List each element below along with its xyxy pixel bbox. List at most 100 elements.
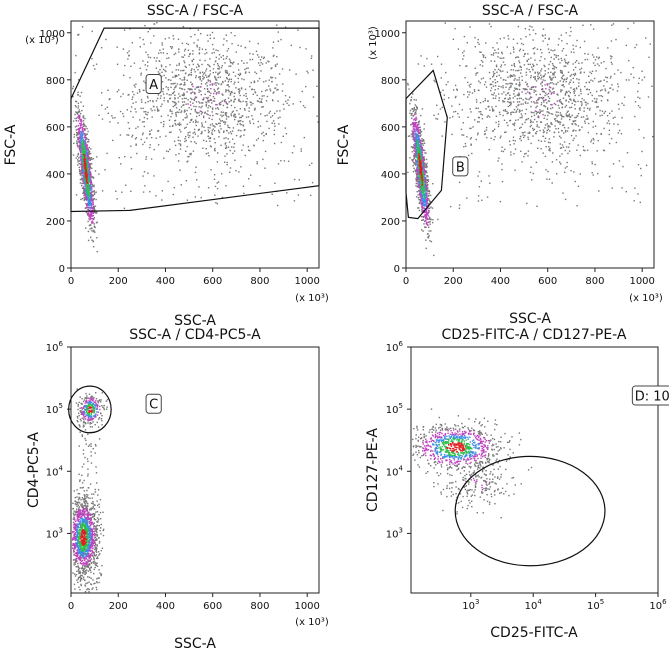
event-dot: [181, 79, 183, 81]
event-dot: [243, 62, 245, 64]
gate-outline[interactable]: [70, 27, 320, 213]
event-dot: [271, 67, 273, 69]
event-dot: [612, 117, 614, 119]
event-dot: [190, 36, 192, 38]
event-dot: [416, 140, 418, 142]
event-dot: [195, 96, 198, 99]
event-dot: [228, 127, 231, 129]
event-dot: [77, 93, 79, 96]
event-dot: [150, 42, 152, 44]
event-dot: [422, 178, 424, 180]
event-dot: [225, 185, 227, 187]
event-dot: [253, 144, 255, 146]
event-dot: [94, 170, 97, 172]
event-dot: [412, 115, 414, 117]
event-dot: [231, 130, 234, 132]
event-dot: [421, 138, 423, 140]
event-dot: [173, 101, 175, 104]
event-dot: [518, 79, 520, 81]
event-dot: [428, 194, 430, 197]
event-dot: [229, 149, 231, 152]
event-dot: [542, 79, 544, 81]
event-dot: [420, 197, 422, 200]
event-dot: [413, 150, 415, 152]
event-dot: [587, 102, 589, 105]
event-dot: [495, 64, 498, 66]
event-dot: [171, 110, 173, 113]
event-dot: [601, 114, 603, 116]
event-dot: [593, 139, 595, 141]
event-dot: [86, 189, 88, 191]
event-dot: [604, 110, 606, 113]
event-dot: [83, 178, 85, 180]
event-dot: [423, 161, 425, 164]
event-dot: [162, 93, 165, 95]
event-dot: [520, 42, 523, 45]
event-dot: [302, 105, 305, 107]
event-dot: [261, 98, 263, 100]
event-dot: [527, 132, 529, 134]
event-dot: [94, 212, 97, 214]
gate-a[interactable]: A: [70, 27, 320, 213]
event-dot: [145, 51, 147, 53]
event-dot: [592, 120, 594, 123]
event-dot: [81, 178, 83, 180]
event-dot: [573, 88, 576, 90]
event-dot: [425, 215, 427, 217]
event-dot: [187, 49, 190, 51]
event-dot: [422, 207, 424, 209]
event-dot: [413, 114, 416, 116]
event-dot: [183, 109, 186, 111]
event-dot: [234, 98, 237, 100]
event-dot: [312, 69, 314, 71]
event-dot: [537, 115, 540, 117]
event-dot: [540, 97, 542, 99]
event-dot: [415, 142, 418, 144]
event-dot: [576, 149, 578, 151]
event-dot: [457, 112, 459, 115]
event-dot: [425, 210, 428, 212]
event-dot: [488, 175, 490, 177]
event-dot: [86, 206, 88, 208]
event-dot: [502, 109, 505, 112]
event-dot: [422, 174, 424, 176]
event-dot: [236, 123, 239, 125]
event-dot: [508, 140, 511, 142]
event-dot: [536, 71, 539, 73]
event-dot: [608, 129, 611, 131]
gate-label-box: [145, 74, 162, 95]
event-dot: [427, 236, 429, 239]
event-dot: [82, 147, 84, 149]
event-dot: [171, 71, 174, 73]
event-dot: [217, 72, 219, 75]
event-dot: [544, 106, 547, 108]
event-dot: [83, 182, 86, 184]
event-dot: [498, 85, 500, 87]
event-dot: [174, 52, 177, 55]
event-dot: [512, 101, 515, 103]
event-dot: [520, 72, 522, 74]
event-dot: [160, 52, 162, 54]
event-dot: [174, 101, 176, 104]
event-dot: [603, 127, 605, 130]
event-dot: [532, 63, 534, 65]
event-dot: [205, 140, 208, 142]
event-dot: [85, 189, 87, 191]
event-dot: [412, 93, 414, 95]
event-dot: [295, 73, 297, 75]
event-dot: [211, 102, 213, 104]
event-dot: [306, 70, 308, 72]
event-dot: [549, 75, 551, 78]
event-dot: [533, 89, 535, 91]
event-dot: [277, 163, 280, 165]
event-dot: [495, 115, 498, 117]
event-dot: [576, 115, 578, 117]
event-dot: [422, 186, 424, 188]
event-dot: [279, 110, 281, 112]
event-dot: [106, 106, 108, 108]
event-dot: [80, 172, 82, 174]
event-dot: [414, 131, 416, 133]
event-dot: [527, 58, 530, 60]
event-dot: [417, 173, 419, 176]
event-dot: [416, 126, 418, 128]
